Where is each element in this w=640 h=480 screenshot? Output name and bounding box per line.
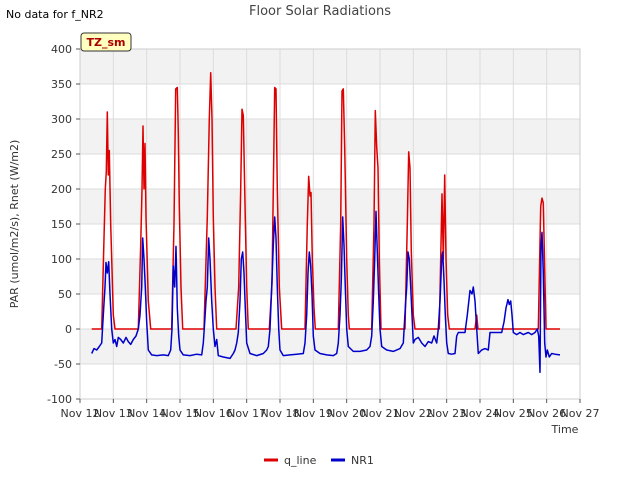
grid-band — [80, 189, 580, 224]
x-tick-label: Nov 25 — [494, 407, 533, 420]
grid-band — [80, 49, 580, 84]
grid-band — [80, 259, 580, 294]
x-tick-label: Nov 13 — [94, 407, 133, 420]
x-tick-label: Nov 21 — [361, 407, 400, 420]
grid-band — [80, 329, 580, 364]
y-tick-label: 400 — [51, 43, 72, 56]
x-tick-label: Nov 18 — [261, 407, 300, 420]
tz-sm-label: TZ_sm — [87, 36, 126, 49]
y-tick-label: 350 — [51, 78, 72, 91]
x-tick-label: Nov 24 — [461, 407, 500, 420]
x-tick-label: Nov 23 — [427, 407, 466, 420]
no-data-note: No data for f_NR2 — [6, 8, 104, 21]
y-axis-label: PAR (umol/m2/s), Rnet (W/m2) — [8, 140, 21, 309]
y-tick-label: 0 — [65, 323, 72, 336]
series-line-NR1 — [91, 210, 561, 374]
y-tick-label: 250 — [51, 148, 72, 161]
legend-label-NR1: NR1 — [351, 454, 374, 467]
x-tick-label: Nov 17 — [227, 407, 266, 420]
grid-band — [80, 119, 580, 154]
y-tick-label: 200 — [51, 183, 72, 196]
tz-sm-label-box — [80, 32, 132, 52]
x-tick-label: Nov 22 — [394, 407, 433, 420]
x-tick-label: Nov 26 — [527, 407, 566, 420]
legend-label-q_line: q_line — [284, 454, 317, 467]
x-tick-label: Nov 19 — [294, 407, 333, 420]
x-tick-label: Nov 15 — [161, 407, 200, 420]
y-tick-label: 150 — [51, 218, 72, 231]
x-tick-label: Nov 16 — [194, 407, 233, 420]
y-tick-label: 50 — [58, 288, 72, 301]
y-tick-label: -100 — [47, 393, 72, 406]
series-line-q_line — [91, 72, 560, 330]
x-tick-label: Nov 20 — [327, 407, 366, 420]
y-tick-label: 300 — [51, 113, 72, 126]
chart-title: Floor Solar Radiations — [249, 4, 391, 19]
x-tick-label: Nov 14 — [127, 407, 166, 420]
x-tick-label: Nov 27 — [561, 407, 600, 420]
y-tick-label: 100 — [51, 253, 72, 266]
y-tick-label: -50 — [54, 358, 72, 371]
x-axis-label: Time — [551, 423, 579, 436]
x-tick-label: Nov 12 — [61, 407, 100, 420]
